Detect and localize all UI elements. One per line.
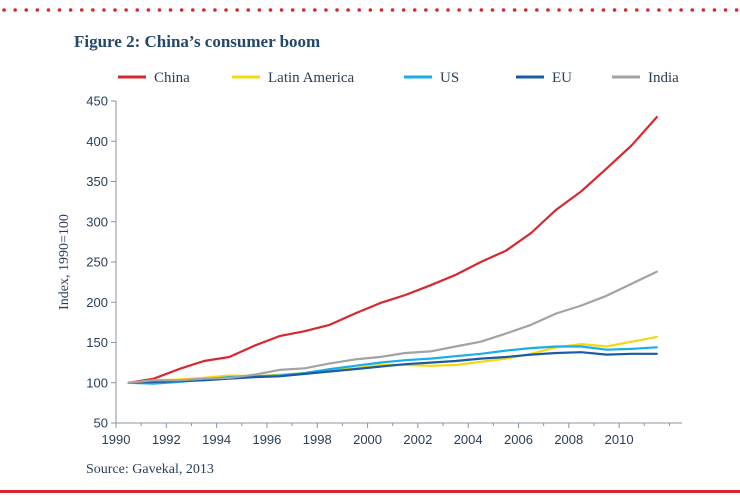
figure-title: Figure 2: China’s consumer boom	[74, 32, 321, 51]
y-tick-label: 200	[86, 295, 108, 310]
x-tick-label: 2008	[554, 432, 583, 447]
x-tick-label: 2000	[353, 432, 382, 447]
x-tick-label: 2006	[504, 432, 533, 447]
x-tick-label: 2002	[403, 432, 432, 447]
x-tick-label: 1996	[252, 432, 281, 447]
y-tick-label: 300	[86, 214, 108, 229]
x-tick-label: 1998	[303, 432, 332, 447]
y-tick-label: 50	[94, 416, 108, 431]
series-line-china	[127, 115, 658, 384]
y-tick-label: 350	[86, 174, 108, 189]
y-tick-label: 150	[86, 335, 108, 350]
legend-label: US	[440, 70, 459, 86]
legend-label: China	[154, 70, 190, 86]
source-note: Source: Gavekal, 2013	[86, 462, 214, 477]
chart-axes: 50 100 150 200 250 300 350 400 450 1990 1992 1994 19…	[86, 94, 682, 447]
x-tick-label: 1994	[202, 432, 231, 447]
x-tick-label: 1990	[102, 432, 131, 447]
legend-item-china: China	[118, 70, 190, 86]
y-tick-label: 450	[86, 94, 108, 109]
x-tick-label: 1992	[152, 432, 181, 447]
legend-item-eu: EU	[516, 70, 572, 86]
y-tick-label: 250	[86, 255, 108, 270]
legend-label: EU	[552, 70, 572, 86]
y-axis-label: Index, 1990=100	[57, 214, 72, 310]
legend-item-us: US	[404, 70, 459, 86]
chart-series	[127, 115, 658, 385]
legend-item-latin-america: Latin America	[232, 70, 355, 86]
top-dotted-border	[2, 8, 740, 12]
series-line-eu	[127, 351, 658, 384]
line-chart: China Latin America US EU India 501001502002…	[57, 70, 682, 447]
bottom-rule	[0, 490, 740, 493]
x-tick-label: 2010	[605, 432, 634, 447]
chart-legend: China Latin America US EU India	[118, 70, 679, 86]
y-tick-label: 100	[86, 375, 108, 390]
legend-label: India	[648, 70, 679, 86]
legend-item-india: India	[612, 70, 679, 86]
legend-label: Latin America	[268, 70, 355, 86]
series-line-india	[127, 270, 658, 384]
x-tick-label: 2004	[454, 432, 483, 447]
y-tick-label: 400	[86, 134, 108, 149]
